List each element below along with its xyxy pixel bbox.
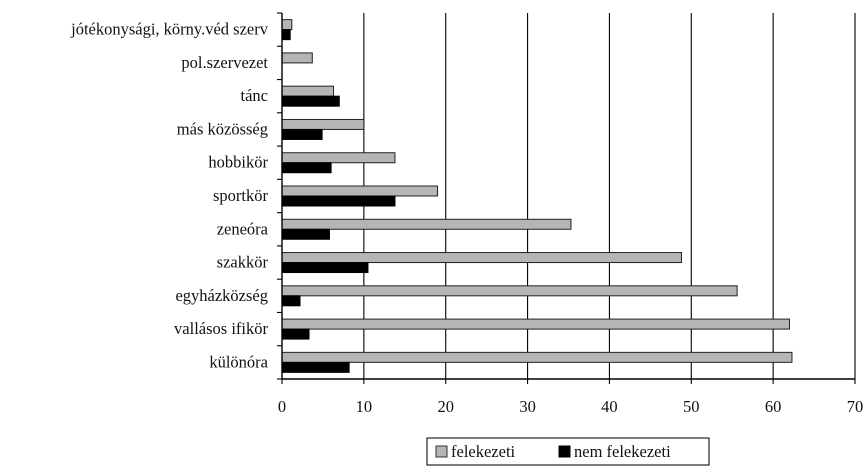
category-label-j-t-konys-gi-k-rny-v-d-szerv: jótékonysági, körny.véd szerv	[70, 20, 269, 39]
bar-felekezeti-pol-szervezet	[281, 52, 313, 64]
category-labels: jótékonysági, körny.véd szerv pol.szervez…	[70, 20, 269, 372]
category-label-t-nc: tánc	[241, 86, 268, 105]
bar-felekezeti-j-t-konys-gi-k-rny-v-d-szerv	[281, 19, 293, 31]
category-label-m-s-k-z-ss-g: más közösség	[177, 119, 268, 138]
x-tick-label-40: 40	[601, 397, 618, 416]
legend-swatch-nem-felekezeti	[558, 445, 571, 458]
category-label-pol-szervezet: pol.szervezet	[181, 53, 268, 72]
bar-nem-felekezeti-szakk-r	[281, 262, 369, 274]
category-label-k-l-n-ra: különóra	[209, 352, 268, 371]
bar-felekezeti-vall-sos-ifik-r	[281, 318, 791, 330]
x-tick-label-30: 30	[519, 397, 536, 416]
bar-nem-felekezeti-hobbik-r	[281, 162, 332, 174]
gridlines	[363, 13, 856, 379]
axes	[277, 12, 856, 384]
legend: felekezeti nem felekezeti	[426, 437, 710, 466]
legend-label-felekezeti: felekezeti	[451, 442, 516, 461]
bar-felekezeti-egyh-zk-zs-g	[281, 285, 738, 297]
bar-nem-felekezeti-zene-ra	[281, 228, 330, 240]
bar-nem-felekezeti-vall-sos-ifik-r	[281, 328, 310, 340]
bars	[281, 19, 793, 373]
bar-nem-felekezeti-k-l-n-ra	[281, 361, 350, 373]
x-tick-label-50: 50	[683, 397, 700, 416]
bar-felekezeti-hobbik-r	[281, 152, 396, 164]
x-tick-label-60: 60	[765, 397, 782, 416]
bar-felekezeti-m-s-k-z-ss-g	[281, 118, 365, 130]
bar-nem-felekezeti-sportk-r	[281, 195, 396, 207]
bar-felekezeti-zene-ra	[281, 218, 572, 230]
bar-felekezeti-t-nc	[281, 85, 335, 97]
x-tick-label-70: 70	[847, 397, 864, 416]
category-label-zene-ra: zeneóra	[217, 219, 269, 238]
bar-felekezeti-sportk-r	[281, 185, 439, 197]
legend-swatch-felekezeti	[435, 445, 448, 458]
bar-nem-felekezeti-t-nc	[281, 95, 340, 107]
tick-labels: 0 10 20 30 40 50 60 70	[278, 397, 863, 416]
category-label-hobbik-r: hobbikör	[208, 153, 268, 172]
bar-nem-felekezeti-m-s-k-z-ss-g	[281, 128, 323, 140]
category-label-sportk-r: sportkör	[213, 186, 269, 205]
bar-felekezeti-szakk-r	[281, 252, 682, 264]
category-label-egyh-zk-zs-g: egyházközség	[175, 286, 268, 305]
legend-label-nem-felekezeti: nem felekezeti	[574, 442, 671, 461]
x-tick-label-0: 0	[278, 397, 286, 416]
category-label-vall-sos-ifik-r: vallásos ifikör	[174, 319, 268, 338]
bar-felekezeti-k-l-n-ra	[281, 351, 793, 363]
category-label-szakk-r: szakkör	[217, 253, 269, 272]
bar-nem-felekezeti-j-t-konys-gi-k-rny-v-d-szerv	[281, 29, 291, 41]
x-tick-label-10: 10	[356, 397, 373, 416]
x-tick-label-20: 20	[437, 397, 454, 416]
bar-nem-felekezeti-egyh-zk-zs-g	[281, 295, 301, 307]
